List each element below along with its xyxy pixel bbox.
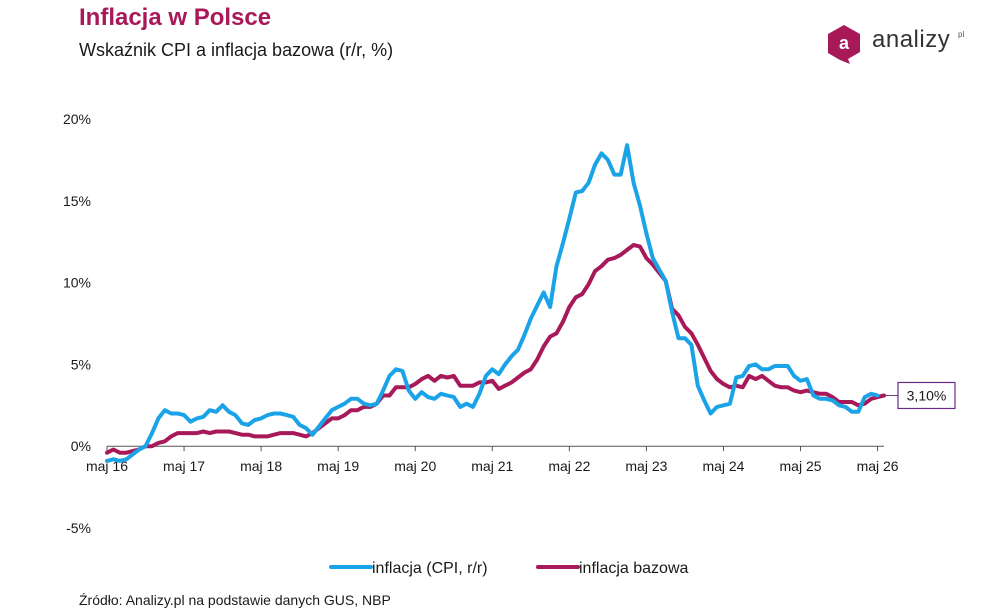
x-tick-label: maj 18 bbox=[240, 458, 282, 474]
x-tick-label: maj 17 bbox=[163, 458, 205, 474]
last-value-callout: 3,10% bbox=[886, 381, 956, 410]
logo-badge-icon: a bbox=[826, 24, 862, 64]
y-tick-label: 5% bbox=[71, 356, 91, 372]
x-tick-label: maj 26 bbox=[857, 458, 899, 474]
callout-label: 3,10% bbox=[907, 387, 947, 403]
series-cpi-line bbox=[105, 143, 880, 463]
x-tick-label: maj 24 bbox=[702, 458, 744, 474]
x-tick-label: maj 21 bbox=[471, 458, 513, 474]
x-tick-label: maj 23 bbox=[625, 458, 667, 474]
x-tick-label: maj 22 bbox=[548, 458, 590, 474]
page-subtitle: Wskaźnik CPI a inflacja bazowa (r/r, %) bbox=[79, 40, 394, 60]
y-tick-label: 15% bbox=[63, 193, 91, 209]
source-note: Źródło: Analizy.pl na podstawie danych G… bbox=[79, 592, 391, 608]
x-tick-label: maj 19 bbox=[317, 458, 359, 474]
logo-wordmark: analizy bbox=[872, 26, 951, 53]
y-tick-label: 10% bbox=[63, 275, 91, 291]
y-tick-label: 0% bbox=[71, 438, 91, 454]
logo-suffix: pl bbox=[958, 30, 965, 39]
series-core-inflation-line bbox=[105, 243, 886, 455]
y-tick-label: 20% bbox=[63, 111, 91, 127]
legend-cpi-label: inflacja (CPI, r/r) bbox=[372, 560, 488, 577]
chart-legend: inflacja (CPI, r/r) inflacja bazowa bbox=[329, 560, 689, 577]
analizy-logo: a analizy pl bbox=[826, 22, 976, 68]
legend-core-inflation-label: inflacja bazowa bbox=[579, 560, 689, 577]
y-tick-label: -5% bbox=[66, 520, 91, 536]
x-axis-ticks: maj 16 maj 17 maj 18 maj 19 maj 20 maj 21 maj … bbox=[86, 446, 899, 474]
x-tick-label: maj 25 bbox=[780, 458, 822, 474]
series-lines bbox=[105, 143, 886, 463]
logo-letter: a bbox=[839, 33, 850, 53]
x-tick-label: maj 20 bbox=[394, 458, 436, 474]
y-axis-ticks: 20% 15% 10% 5% 0% -5% bbox=[63, 111, 91, 536]
page-title: Inflacja w Polsce bbox=[79, 4, 272, 31]
callout-box bbox=[897, 381, 956, 410]
